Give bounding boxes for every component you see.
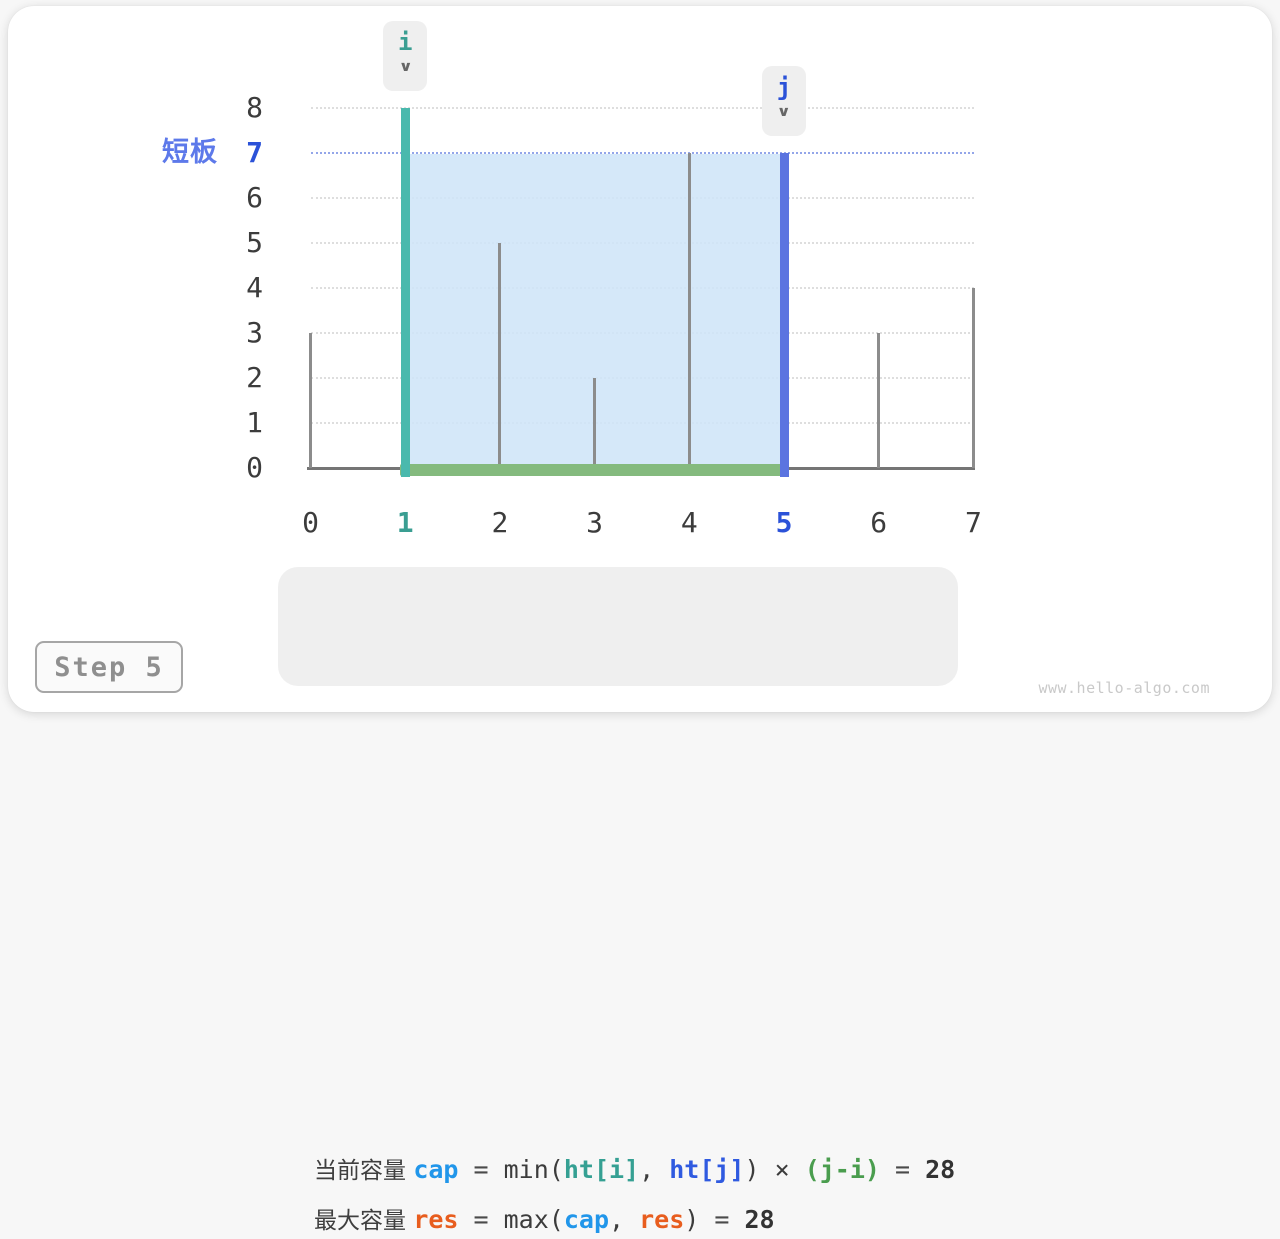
- x-tick-label: 4: [680, 506, 698, 539]
- y-tick-label: 7: [246, 136, 263, 169]
- chevron-down-icon: ∨: [776, 104, 792, 120]
- y-tick-label: 3: [246, 316, 263, 349]
- pointer-j-tag-label: j: [776, 73, 792, 101]
- formula-token-fn: ,: [609, 1205, 640, 1234]
- x-tick-label: 7: [964, 506, 982, 539]
- bar: [498, 243, 502, 468]
- formula-token-res: res: [413, 1205, 459, 1234]
- bar: [593, 378, 597, 468]
- bar: [309, 333, 312, 468]
- bar: [971, 288, 975, 468]
- formula-token-fn: max(: [503, 1205, 564, 1234]
- x-tick-label: 3: [586, 506, 604, 539]
- y-tick-label: 4: [246, 271, 263, 304]
- current-capacity-formula: 当前容量 cap = min(ht[i], ht[j]) × (j-i) = 2…: [314, 1152, 955, 1188]
- x-tick-label: 0: [302, 506, 319, 539]
- bar: [877, 333, 881, 468]
- x-tick-label: 5: [775, 506, 793, 539]
- formula-token-cap: cap: [563, 1205, 609, 1234]
- gridline: [310, 107, 974, 109]
- formula-token-eq: =: [458, 1205, 504, 1234]
- pointer-j-tag: j ∨: [762, 66, 806, 136]
- watermark: www.hello-algo.com: [1038, 679, 1210, 697]
- formula-token-eq: =: [714, 1205, 745, 1234]
- formula-token-num: 28: [744, 1205, 775, 1234]
- bar-pointer-j: [779, 153, 789, 477]
- y-tick-label: 2: [246, 361, 263, 394]
- formula-token-jmi: (j-i): [804, 1155, 880, 1184]
- figure-stage: 0 1 2 3 4 5 6 7 8 短板 0 1 2 3 4 5 6 7 i ∨ j ∨ 当前容量 cap = min(h…: [35, 21, 1210, 1234]
- pointer-i-tag: i ∨: [383, 21, 428, 91]
- water-level-line: [310, 152, 974, 154]
- formula-token-zh: 当前容量: [314, 1158, 414, 1184]
- width-line: [400, 464, 789, 476]
- x-tick-label: 1: [396, 506, 414, 539]
- formula-token-eq: =: [458, 1155, 504, 1184]
- formula-token-num: 28: [925, 1155, 956, 1184]
- x-tick-label: 6: [870, 506, 888, 539]
- x-tick-label: 2: [491, 506, 509, 539]
- chevron-down-icon: ∨: [398, 59, 413, 75]
- formula-panel: 当前容量 cap = min(ht[i], ht[j]) × (j-i) = 2…: [278, 567, 958, 1234]
- step-badge: Step 5: [35, 641, 183, 693]
- max-capacity-formula: 最大容量 res = max(cap, res) = 28: [314, 1202, 775, 1238]
- y-tick-label: 6: [246, 181, 263, 214]
- y-tick-label: 5: [246, 226, 263, 259]
- y-tick-label: 0: [246, 451, 263, 484]
- formula-token-fn: ) ×: [744, 1155, 805, 1184]
- formula-token-hti: ht[i]: [563, 1155, 640, 1184]
- bar: [687, 153, 691, 468]
- formula-token-cap: cap: [413, 1155, 459, 1184]
- formula-token-zh: 最大容量: [314, 1208, 414, 1234]
- formula-token-fn: ): [684, 1205, 715, 1234]
- y-tick-label: 8: [246, 91, 263, 124]
- formula-token-fn: min(: [503, 1155, 564, 1184]
- formula-token-htj: ht[j]: [669, 1155, 745, 1184]
- bar-pointer-i: [400, 108, 410, 477]
- y-tick-label: 1: [246, 406, 263, 439]
- short-board-label: 短板: [162, 137, 218, 168]
- formula-token-res: res: [639, 1205, 685, 1234]
- pointer-i-tag-label: i: [397, 28, 413, 56]
- formula-token-eq: =: [879, 1155, 926, 1184]
- formula-token-fn: ,: [639, 1155, 670, 1184]
